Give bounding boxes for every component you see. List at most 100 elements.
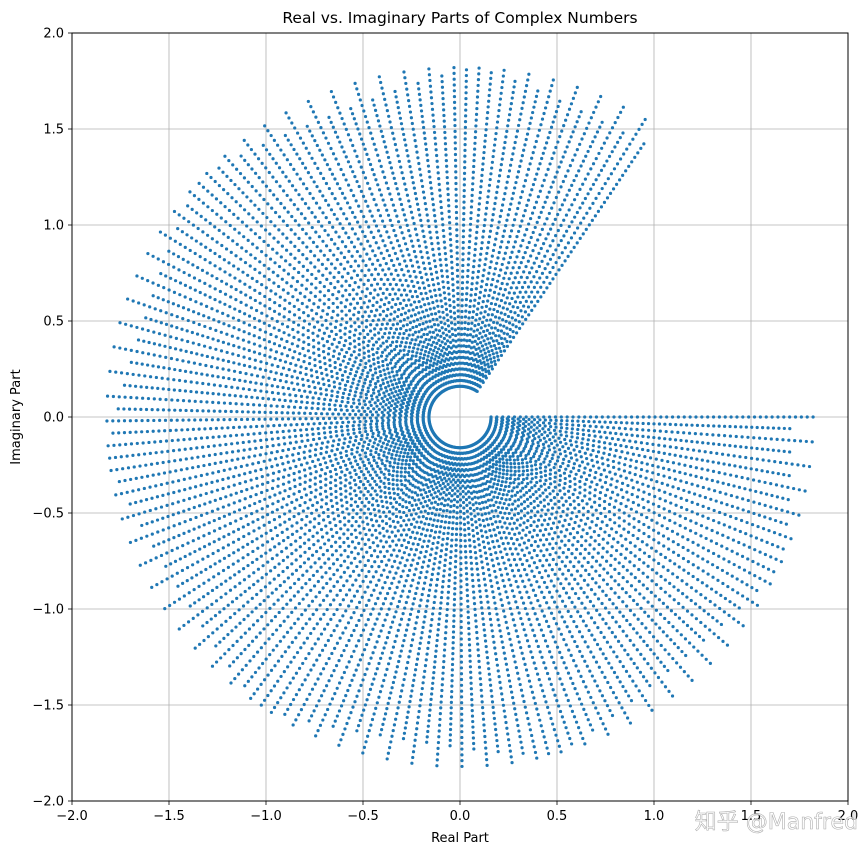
scatter-point <box>577 502 581 507</box>
scatter-point <box>512 513 517 517</box>
scatter-point <box>644 626 648 630</box>
scatter-point <box>595 684 599 688</box>
scatter-point <box>337 709 342 713</box>
scatter-point <box>454 538 458 542</box>
scatter-point <box>313 453 318 457</box>
scatter-point <box>159 505 164 509</box>
scatter-point <box>278 491 282 495</box>
scatter-point <box>529 623 533 627</box>
scatter-point <box>435 476 439 481</box>
scatter-point <box>727 560 731 564</box>
scatter-point <box>479 495 483 499</box>
scatter-point <box>201 624 205 628</box>
scatter-point <box>307 538 311 542</box>
scatter-point <box>704 657 708 661</box>
scatter-point <box>469 561 473 565</box>
scatter-point <box>564 726 568 730</box>
scatter-point <box>285 555 290 559</box>
scatter-point <box>480 700 484 704</box>
scatter-point <box>419 520 423 524</box>
scatter-point <box>618 415 622 419</box>
scatter-point <box>480 606 484 610</box>
scatter-point <box>686 559 690 564</box>
scatter-point <box>557 744 561 748</box>
scatter-point <box>144 498 149 502</box>
scatter-point <box>588 485 592 489</box>
scatter-point <box>388 464 392 468</box>
scatter-point <box>318 474 322 478</box>
scatter-point <box>337 659 341 663</box>
scatter-point <box>460 695 464 699</box>
scatter-point <box>397 538 401 542</box>
scatter-point <box>496 669 500 673</box>
scatter-point <box>530 464 534 468</box>
scatter-point <box>275 463 279 467</box>
scatter-point <box>642 551 647 555</box>
scatter-point <box>278 523 282 527</box>
scatter-point <box>206 635 210 639</box>
scatter-point <box>532 418 537 422</box>
scatter-point <box>694 589 698 593</box>
scatter-point <box>264 431 268 435</box>
scatter-point <box>237 425 241 429</box>
scatter-point <box>519 453 523 458</box>
scatter-point <box>549 716 553 721</box>
scatter-point <box>274 587 278 591</box>
scatter-point <box>396 628 400 632</box>
scatter-point <box>346 428 350 432</box>
scatter-point <box>547 444 551 448</box>
scatter-point <box>514 579 518 584</box>
scatter-point <box>331 463 335 468</box>
scatter-point <box>701 546 705 550</box>
scatter-point <box>642 490 646 494</box>
scatter-point <box>587 572 591 577</box>
scatter-point <box>507 632 511 636</box>
scatter-point <box>237 672 241 676</box>
scatter-point <box>562 586 566 590</box>
scatter-point <box>173 459 177 463</box>
scatter-point <box>472 747 476 751</box>
scatter-point <box>606 732 610 736</box>
scatter-point <box>345 424 349 428</box>
scatter-point <box>426 511 430 516</box>
scatter-point <box>519 740 523 744</box>
scatter-point <box>412 678 416 682</box>
scatter-point <box>374 570 378 574</box>
scatter-point <box>549 611 554 615</box>
scatter-point <box>665 415 669 419</box>
scatter-point <box>527 644 531 648</box>
scatter-point <box>514 629 518 633</box>
scatter-point <box>256 579 260 583</box>
scatter-point <box>636 503 641 507</box>
scatter-point <box>524 442 528 446</box>
scatter-point <box>668 594 672 598</box>
scatter-point <box>670 430 674 434</box>
scatter-point <box>444 625 448 629</box>
scatter-point <box>391 519 395 523</box>
scatter-point <box>194 475 198 479</box>
scatter-point <box>353 489 357 493</box>
scatter-point <box>512 654 516 658</box>
scatter-point <box>488 573 492 577</box>
scatter-point <box>558 440 563 444</box>
scatter-point <box>314 549 319 554</box>
scatter-point <box>428 629 432 633</box>
scatter-point <box>160 450 164 454</box>
scatter-point <box>658 497 662 501</box>
scatter-point <box>471 484 475 488</box>
scatter-point <box>311 534 315 538</box>
scatter-point <box>600 485 604 489</box>
scatter-point <box>449 695 454 699</box>
scatter-point <box>163 418 168 422</box>
scatter-point <box>198 547 202 551</box>
scatter-point <box>592 547 596 551</box>
scatter-point <box>607 510 612 514</box>
scatter-point <box>504 566 508 571</box>
scatter-point <box>269 619 274 623</box>
scatter-point <box>565 625 569 629</box>
scatter-point <box>384 514 388 519</box>
scatter-point <box>352 628 356 633</box>
scatter-point <box>793 415 798 419</box>
scatter-point <box>328 566 332 570</box>
scatter-point <box>239 516 243 521</box>
